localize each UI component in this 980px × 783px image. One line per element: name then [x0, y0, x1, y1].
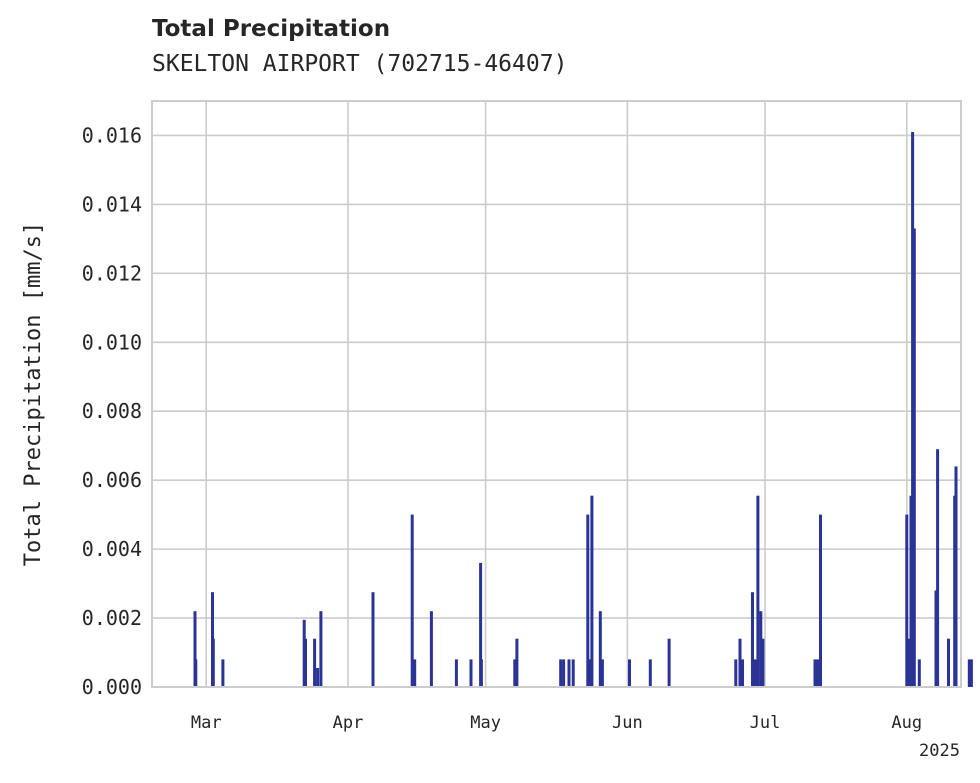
precip-bar — [911, 132, 915, 687]
y-tick-label: 0.006 — [82, 468, 142, 492]
bars — [193, 132, 973, 687]
precip-bar — [753, 659, 757, 687]
x-axis-ticks: Mar Apr May Jun Jul Aug — [191, 713, 922, 733]
precip-bar — [559, 659, 563, 687]
y-tick-label: 0.000 — [82, 675, 142, 699]
precip-bar — [571, 659, 575, 687]
precip-bar — [751, 592, 754, 687]
precip-bar — [738, 638, 742, 687]
y-tick-label: 0.016 — [82, 123, 142, 147]
precip-bar — [513, 659, 517, 687]
precip-bar — [515, 638, 519, 687]
y-tick-label: 0.014 — [82, 192, 142, 216]
y-tick-label: 0.010 — [82, 330, 142, 354]
chart-title: Total Precipitation — [152, 16, 391, 42]
precip-bar — [410, 514, 414, 687]
y-tick-label: 0.004 — [82, 537, 142, 561]
precip-bar — [756, 495, 760, 687]
precip-bar — [304, 638, 307, 687]
precip-bar — [193, 611, 197, 687]
precip-bar — [429, 611, 433, 687]
precip-bar — [479, 562, 483, 687]
precip-bar — [628, 659, 631, 687]
y-tick-label: 0.012 — [82, 261, 142, 285]
precip-bar — [194, 659, 198, 687]
precip-bar — [586, 514, 590, 687]
y-axis-label: Total Precipitation [mm/s] — [21, 222, 46, 566]
precip-bar — [734, 659, 738, 687]
precip-bar — [413, 659, 417, 687]
x-tick-label: Jul — [750, 713, 781, 733]
y-axis-ticks: 0.000 0.002 0.004 0.006 0.008 0.010 0.012 0.014… — [82, 123, 142, 699]
precip-bar — [907, 638, 911, 687]
precip-bar — [917, 659, 921, 687]
precip-bar — [912, 228, 916, 687]
precip-bar — [813, 659, 817, 687]
x-tick-label: May — [470, 713, 501, 733]
precip-bar — [319, 611, 323, 687]
plot-frame — [151, 100, 962, 688]
precip-bar — [967, 659, 971, 687]
precip-bar — [969, 659, 973, 687]
precip-bar — [562, 659, 566, 687]
y-tick-label: 0.008 — [82, 399, 142, 423]
precip-bar — [936, 449, 940, 687]
x-tick-label: Apr — [333, 713, 364, 733]
precip-bar — [819, 514, 822, 687]
precip-bar — [211, 638, 215, 687]
precip-bar — [371, 592, 375, 687]
precip-bar — [588, 659, 592, 687]
precip-bar — [469, 659, 473, 687]
precip-bar — [598, 611, 602, 687]
precip-bar — [934, 590, 938, 687]
precip-bar — [761, 638, 765, 687]
precip-bar — [648, 659, 652, 687]
x-tick-label: Mar — [191, 713, 222, 733]
precip-bar — [221, 659, 225, 687]
precip-bar — [316, 668, 320, 687]
precip-bar — [600, 659, 604, 687]
precip-bar — [954, 466, 958, 687]
precip-bar — [816, 659, 820, 687]
precip-bar — [590, 495, 594, 687]
precip-bar — [947, 638, 950, 687]
chart-subtitle: SKELTON AIRPORT (702715-46407) — [152, 51, 568, 77]
precip-bar — [313, 638, 317, 687]
gridlines — [152, 101, 961, 688]
y-tick-label: 0.002 — [82, 606, 142, 630]
precip-bar — [759, 611, 763, 687]
x-tick-label: Jun — [612, 713, 643, 733]
precip-bar — [667, 638, 671, 687]
x-offset-label: 2025 — [919, 741, 960, 761]
precip-bar — [479, 659, 483, 687]
precip-bar — [905, 514, 909, 687]
precip-bar — [909, 495, 913, 687]
x-tick-label: Aug — [891, 713, 922, 733]
precip-bar — [567, 659, 571, 687]
precip-bar — [454, 659, 458, 687]
precip-bar — [741, 659, 744, 687]
